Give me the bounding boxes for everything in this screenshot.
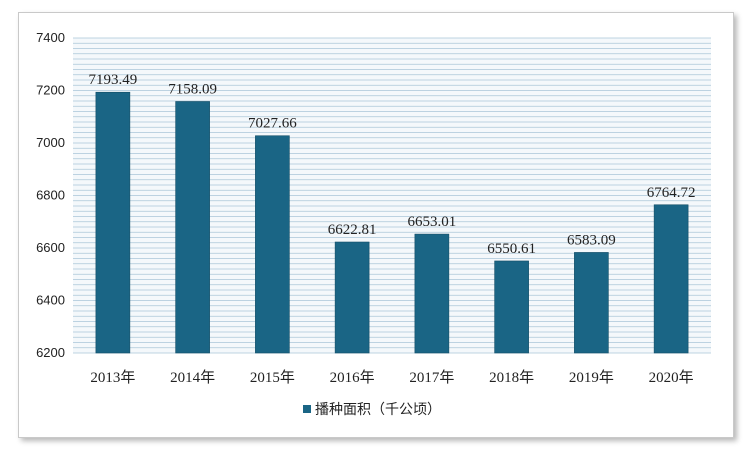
legend: 播种面积（千公顷）: [303, 402, 441, 418]
data-label: 6653.01: [408, 214, 457, 230]
data-label: 7158.09: [168, 82, 217, 98]
bar: [95, 91, 131, 354]
bar: [175, 101, 210, 354]
x-category-label: 2016年: [330, 369, 375, 386]
bar: [574, 252, 609, 354]
legend-swatch: [303, 405, 311, 413]
x-category-label: 2018年: [489, 369, 534, 386]
x-category-label: 2014年: [170, 369, 215, 386]
chart-frame: 6200 6400 6600 6800 7000 7200 7400 7193.49 7158…: [18, 12, 734, 438]
x-category-label: 2019年: [569, 369, 614, 386]
y-tick-label: 6800: [36, 188, 65, 203]
data-label: 6583.09: [567, 232, 616, 248]
data-labels: 7193.49 7158.09 7027.66 6622.81 6653.01 6550.…: [89, 72, 696, 257]
data-label: 7193.49: [89, 72, 138, 88]
data-label: 6764.72: [647, 185, 696, 201]
y-tick-label: 6200: [36, 345, 65, 360]
x-category-label: 2017年: [409, 369, 454, 386]
y-axis-ticks: 6200 6400 6600 6800 7000 7200 7400: [36, 30, 65, 360]
x-category-label: 2020年: [649, 369, 694, 386]
y-tick-label: 6600: [36, 240, 65, 255]
bar: [653, 204, 689, 354]
x-category-label: 2015年: [250, 369, 295, 386]
y-tick-label: 6400: [36, 293, 65, 308]
bar: [334, 241, 370, 354]
bar-chart: 6200 6400 6600 6800 7000 7200 7400 7193.49 7158…: [36, 30, 711, 418]
y-tick-label: 7400: [36, 30, 65, 45]
data-label: 6622.81: [328, 222, 377, 238]
x-axis-categories: 2013年 2014年 2015年 2016年 2017年 2018年 2019年 2020年: [90, 369, 693, 386]
data-label: 6550.61: [487, 241, 536, 257]
legend-label: 播种面积（千公顷）: [315, 402, 441, 418]
y-tick-label: 7200: [36, 83, 65, 98]
bar: [414, 233, 450, 354]
bar: [494, 260, 529, 354]
x-category-label: 2013年: [90, 369, 135, 386]
bars: [95, 91, 689, 354]
data-label: 7027.66: [248, 116, 297, 132]
y-tick-label: 7000: [36, 135, 65, 150]
bar: [255, 135, 290, 354]
